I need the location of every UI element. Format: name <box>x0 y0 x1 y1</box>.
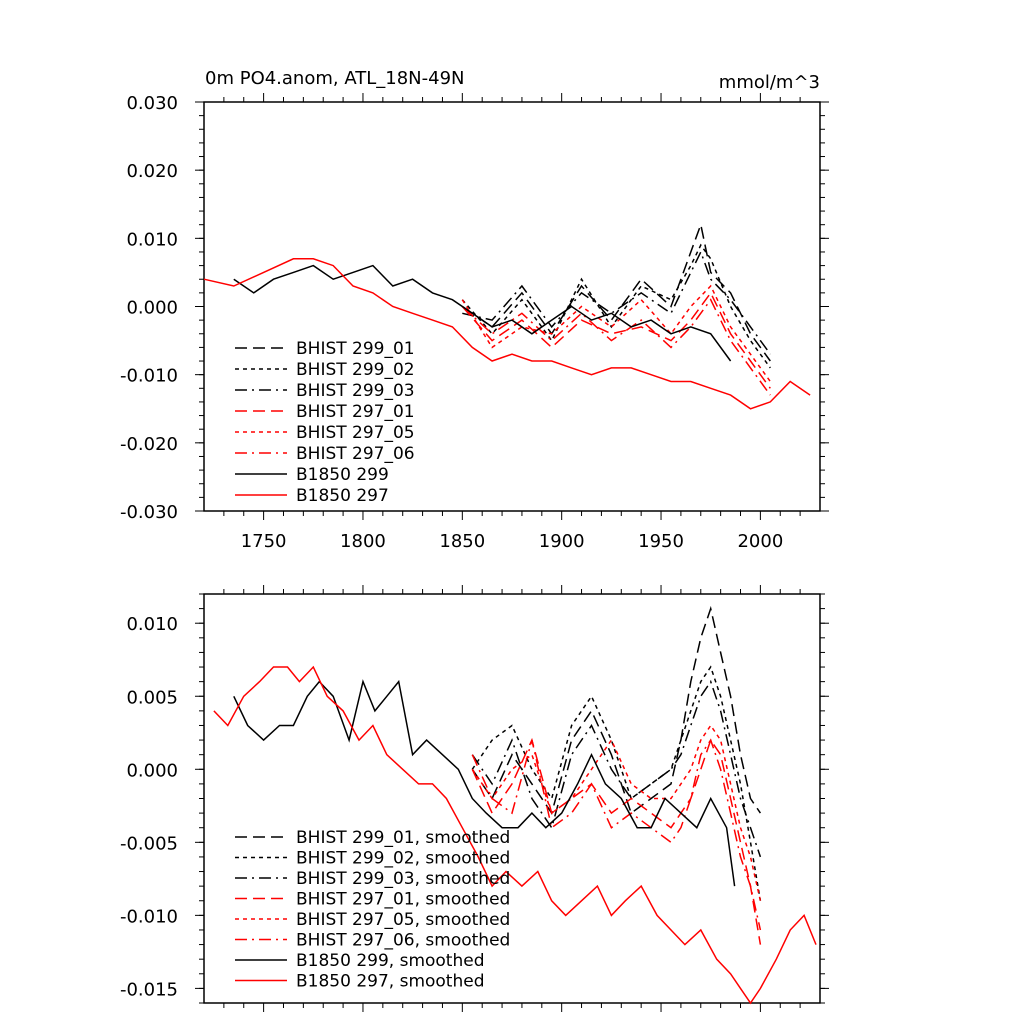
y-tick-label: 0.020 <box>126 161 178 182</box>
x-tick-label: 1850 <box>439 531 485 552</box>
y-tick-label: 0.010 <box>126 614 178 635</box>
x-tick-label: 1800 <box>340 531 386 552</box>
y-tick-label: -0.015 <box>120 979 178 1000</box>
legend-label: BHIST 297_05 <box>296 423 415 443</box>
legend-label: BHIST 299_01 <box>296 339 415 359</box>
x-tick-label: 1950 <box>638 531 684 552</box>
legend-label: BHIST 299_03, smoothed <box>296 869 510 889</box>
y-tick-label: -0.010 <box>120 906 178 927</box>
x-tick-label: 1900 <box>539 531 585 552</box>
legend-label: BHIST 297_06 <box>296 444 415 464</box>
top-chart-title: 0m PO4.anom, ATL_18N-49N <box>205 68 465 89</box>
y-tick-label: 0.000 <box>126 298 178 319</box>
y-tick-label: -0.005 <box>120 833 178 854</box>
top-panel: 0m PO4.anom, ATL_18N-49N mmol/m^3 1750 18… <box>120 68 829 552</box>
series-line <box>213 665 817 1005</box>
x-tick-label: 1750 <box>241 531 287 552</box>
x-tick-label: 2000 <box>737 531 783 552</box>
series-line <box>462 250 771 355</box>
series-line <box>461 298 771 396</box>
series-line <box>203 258 811 410</box>
top-axis-ticks: 1750 1800 1850 1900 1950 2000 -0.030 -0.020 -0.0… <box>120 93 829 552</box>
legend-label: B1850 297, smoothed <box>296 972 485 992</box>
bottom-axis-ticks: -0.015 -0.010 -0.005 0.000 0.005 0.010 <box>120 585 829 1012</box>
y-tick-label: -0.030 <box>120 502 178 523</box>
series-line <box>461 291 771 389</box>
y-tick-label: 0.000 <box>126 760 178 781</box>
units-label: mmol/m^3 <box>719 72 820 93</box>
legend-label: BHIST 299_01, smoothed <box>296 828 510 848</box>
y-tick-label: 0.005 <box>126 687 178 708</box>
series-line <box>461 243 771 369</box>
series-line <box>461 284 771 382</box>
y-tick-label: 0.030 <box>126 93 178 114</box>
legend-label: BHIST 297_05, smoothed <box>296 910 510 930</box>
series-line <box>233 264 732 362</box>
series-line <box>233 679 736 887</box>
y-tick-label: 0.010 <box>126 229 178 250</box>
legend-label: BHIST 297_01 <box>296 402 415 422</box>
top-series-group <box>203 221 811 410</box>
series-line <box>471 724 762 901</box>
legend-label: BHIST 299_03 <box>296 381 415 401</box>
legend-label: BHIST 299_02 <box>296 360 415 380</box>
y-tick-label: -0.020 <box>120 434 178 455</box>
legend-label: BHIST 297_01, smoothed <box>296 890 510 910</box>
legend-label: BHIST 297_06, smoothed <box>296 931 510 951</box>
legend-label: B1850 299, smoothed <box>296 951 485 971</box>
legend-label: BHIST 299_02, smoothed <box>296 849 510 869</box>
series-line <box>471 605 762 815</box>
bottom-panel: -0.015 -0.010 -0.005 0.000 0.005 0.010 BHIST … <box>120 585 829 1012</box>
legend-label: B1850 297 <box>296 486 389 506</box>
series-line <box>471 665 762 901</box>
series-line <box>471 679 762 858</box>
legend-label: B1850 299 <box>296 465 389 485</box>
y-tick-label: -0.010 <box>120 366 178 387</box>
bottom-series-group <box>213 605 817 1005</box>
